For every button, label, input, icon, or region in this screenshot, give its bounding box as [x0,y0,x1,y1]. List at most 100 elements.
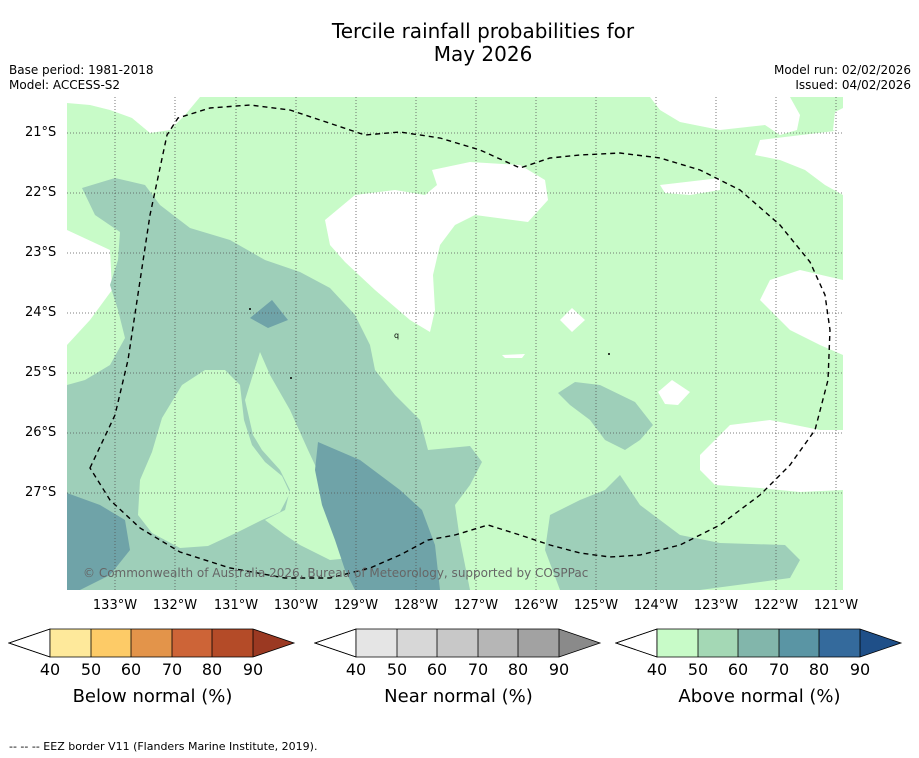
gridlines [67,97,843,590]
model-run: Model run: 02/02/2026 [773,63,911,77]
lon-label: 128°W [393,598,439,613]
lon-label: 122°W [753,598,799,613]
lon-label: 133°W [92,598,138,613]
issued-date: Issued: 04/02/2026 [795,78,911,92]
lon-label: 130°W [273,598,319,613]
colorbar-under-arrow [615,628,658,658]
lon-label: 132°W [152,598,198,613]
colorbar-above-normal [615,628,903,658]
colorbar-swatch [356,629,397,657]
no-signal-area [67,97,200,133]
colorbar-tick: 80 [808,660,830,679]
stray-mark-label: q [394,331,399,340]
colorbar-tick: 70 [467,660,489,679]
lon-label: 131°W [213,598,259,613]
colorbar-tick: 50 [80,660,102,679]
colorbar-tick: 60 [120,660,142,679]
colorbar-over-arrow [559,629,600,657]
lat-label: 24°S [25,305,57,320]
lon-label: 129°W [333,598,379,613]
colorbar-title-above: Above normal (%) [678,686,841,707]
colorbar-tick: 40 [39,660,61,679]
lon-label: 124°W [633,598,679,613]
above-normal-60-70-region [67,493,130,590]
colorbar-swatch [131,629,172,657]
colorbar-under-arrow [8,628,51,658]
colorbar-swatch [779,629,819,657]
colorbar-tick: 90 [849,660,871,679]
model-name: Model: ACCESS-S2 [9,78,121,92]
colorbar-swatch [518,629,559,657]
point-marker [249,308,251,310]
colorbar-tick: 90 [548,660,570,679]
above-normal-50-60-region [558,382,653,450]
colorbar-swatch [819,629,860,657]
copyright-notice: © Commonwealth of Australia 2026, Bureau… [83,566,588,580]
no-signal-area [700,420,843,492]
lon-label: 121°W [813,598,859,613]
colorbar-tick: 60 [426,660,448,679]
colorbar-swatch [50,629,91,657]
base-period: Base period: 1981-2018 [9,63,154,77]
eez-border [89,104,831,579]
above-normal-60-70-region [250,300,288,328]
colorbar-swatch [397,629,437,657]
meta-left: Base period: 1981-2018 Model: ACCESS-S2 [9,63,154,93]
no-signal-area [760,270,843,355]
eez-footnote: -- -- -- EEZ border V11 (Flanders Marine… [9,740,318,753]
colorbar-tick: 80 [507,660,529,679]
colorbar-swatch [478,629,518,657]
colorbar-swatch [698,629,738,657]
lat-label: 27°S [25,485,57,500]
above-normal-40-50-region [138,370,290,548]
lat-label: 23°S [25,245,57,260]
point-marker [608,353,610,355]
colorbar-title-below: Below normal (%) [72,686,233,707]
colorbar-tick: 40 [345,660,367,679]
no-signal-area [502,354,525,358]
map-canvas: q © Commonwealth of Australia 2026, Bure… [67,97,843,590]
colorbar-tick: 90 [242,660,264,679]
colorbar-swatch [437,629,478,657]
no-signal-area [755,130,843,195]
colorbar-tick: 70 [768,660,790,679]
no-signal-area [660,178,720,195]
colorbar-tick: 40 [646,660,668,679]
point-marker [290,377,292,379]
above-normal-60-70-region [315,442,440,590]
colorbar-near-normal [314,628,602,658]
colorbar-tick: 50 [687,660,709,679]
lat-label: 22°S [25,185,57,200]
lat-label: 21°S [25,125,57,140]
lon-label: 127°W [453,598,499,613]
no-signal-area [325,162,548,332]
title-line-2: May 2026 [433,42,533,66]
no-signal-area [67,230,112,345]
lat-label: 25°S [25,365,57,380]
lon-label: 123°W [693,598,739,613]
title-line-1: Tercile rainfall probabilities for [331,19,635,43]
colorbar-swatch [738,629,779,657]
colorbar-below-normal [8,628,296,658]
colorbar-swatch [657,629,698,657]
colorbar-over-arrow [860,629,901,657]
colorbar-tick: 70 [161,660,183,679]
no-signal-area [833,108,843,135]
colorbar-under-arrow [314,628,357,658]
colorbar-swatch [172,629,212,657]
colorbar-swatch [91,629,131,657]
no-signal-area [650,97,800,135]
colorbar-tick: 60 [727,660,749,679]
colorbar-title-near: Near normal (%) [384,686,533,707]
lat-label: 26°S [25,425,57,440]
map-title: Tercile rainfall probabilities for May 2… [0,20,919,66]
above-normal-50-60-region [545,475,800,590]
colorbar-over-arrow [253,629,294,657]
colorbar-swatch [212,629,253,657]
colorbar-tick: 50 [386,660,408,679]
no-signal-area [658,380,690,405]
no-signal-area [560,308,585,332]
lon-label: 125°W [573,598,619,613]
colorbar-tick: 80 [201,660,223,679]
meta-right: Model run: 02/02/2026 Issued: 04/02/2026 [774,63,911,93]
